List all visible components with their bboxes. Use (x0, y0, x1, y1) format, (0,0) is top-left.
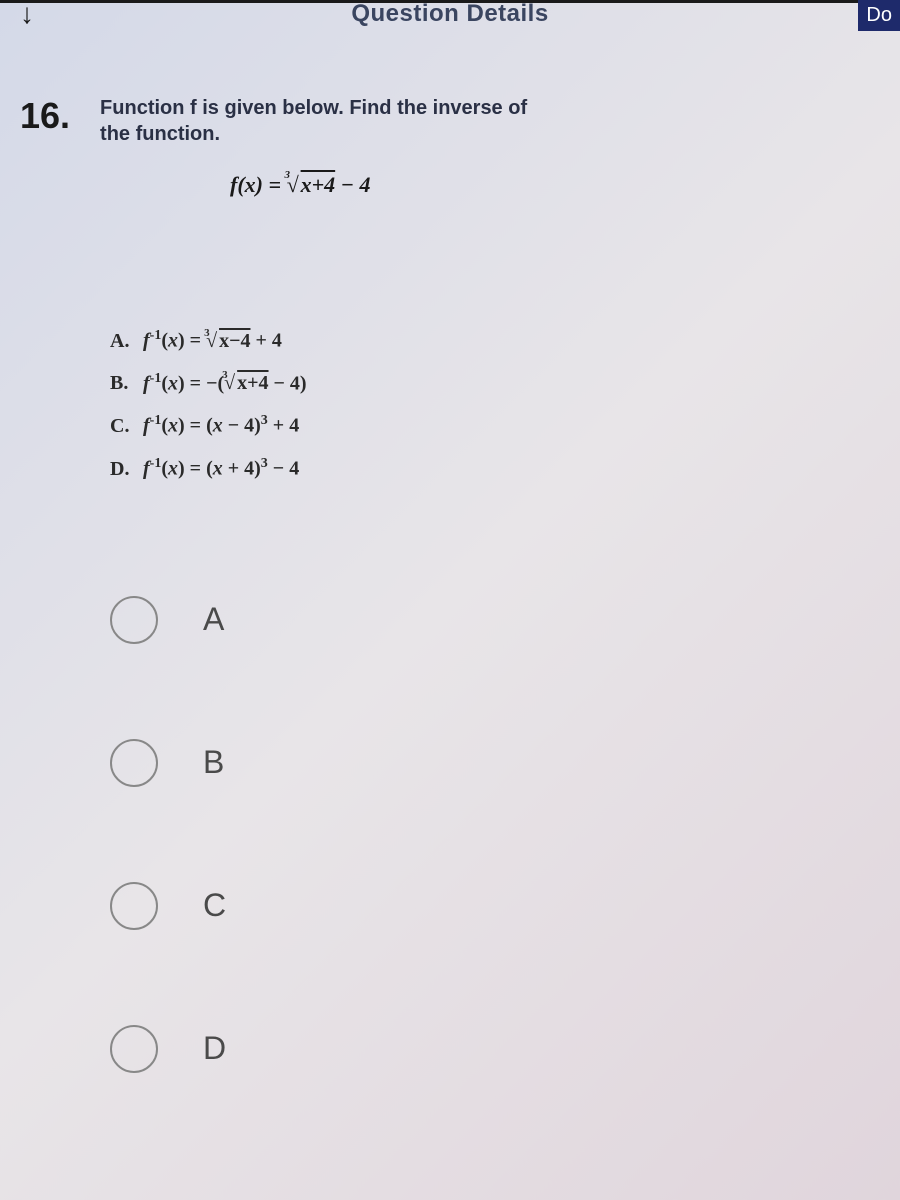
option-row-c[interactable]: C (110, 882, 880, 930)
answers-section: A. f-1(x) = √x−4 + 4 B. f-1(x) = −(√x+4 … (110, 328, 880, 481)
question-prompt: Function f is given below. Find the inve… (100, 95, 550, 147)
option-c-label: C (203, 887, 226, 924)
answer-d-label: D. (110, 458, 138, 481)
options-section: A B C D (110, 596, 880, 1073)
option-a-label: A (203, 601, 224, 638)
question-number: 16. (20, 95, 70, 137)
radio-d[interactable] (110, 1025, 158, 1073)
content-area: 16. Function f is given below. Find the … (0, 95, 900, 1200)
option-d-label: D (203, 1030, 226, 1067)
page-title: Question Details (351, 0, 548, 28)
answer-b: B. f-1(x) = −(√x+4 − 4) (110, 371, 880, 396)
answer-a: A. f-1(x) = √x−4 + 4 (110, 328, 880, 353)
header-bar: ↓ Question Details Do (0, 0, 900, 28)
option-row-b[interactable]: B (110, 739, 880, 787)
main-equation: f(x) = √x+4 − 4 (230, 172, 880, 198)
answer-c-label: C. (110, 415, 138, 438)
answer-d: D. f-1(x) = (x + 4)3 − 4 (110, 456, 880, 481)
option-row-a[interactable]: A (110, 596, 880, 644)
option-row-d[interactable]: D (110, 1025, 880, 1073)
option-b-label: B (203, 744, 224, 781)
answer-b-label: B. (110, 372, 138, 395)
radio-b[interactable] (110, 739, 158, 787)
radio-a[interactable] (110, 596, 158, 644)
done-button[interactable]: Do (858, 0, 900, 31)
down-arrow-icon[interactable]: ↓ (20, 0, 34, 30)
answer-a-label: A. (110, 330, 138, 353)
question-header: 16. Function f is given below. Find the … (20, 95, 880, 147)
radio-c[interactable] (110, 882, 158, 930)
answer-c: C. f-1(x) = (x − 4)3 + 4 (110, 413, 880, 438)
